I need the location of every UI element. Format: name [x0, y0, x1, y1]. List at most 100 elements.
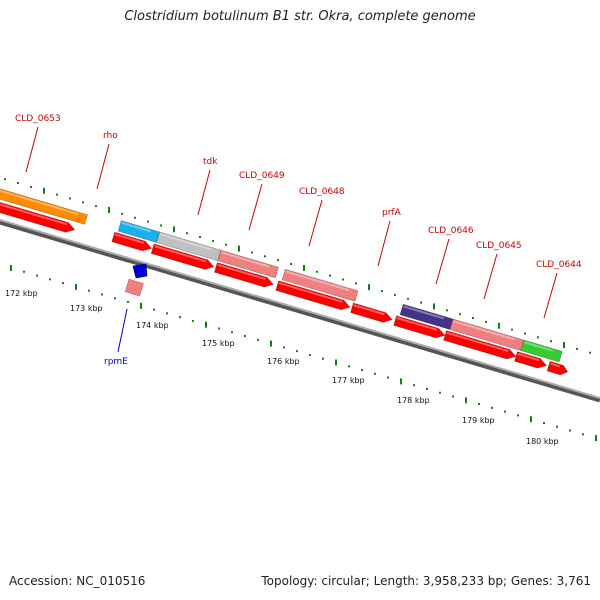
tick-mark — [465, 397, 467, 404]
kbp-label: 173 kbp — [70, 304, 103, 313]
feature-highlight — [524, 341, 554, 352]
tick-mark — [550, 340, 552, 343]
gene-label[interactable]: prfA — [382, 208, 402, 218]
tick-row-lower — [10, 265, 597, 442]
feature-rows — [0, 185, 569, 376]
gene-leader-line — [308, 199, 323, 247]
tick-mark — [485, 320, 487, 323]
rpmE-leader-line — [117, 308, 128, 353]
tick-mark — [439, 391, 441, 394]
tick-mark — [108, 207, 110, 214]
CLD_0644-gene-block[interactable] — [520, 339, 563, 363]
feature-highlight — [154, 245, 207, 263]
gene-leader-line — [96, 143, 110, 190]
tick-mark — [225, 243, 227, 246]
tick-mark — [446, 309, 448, 312]
tick-mark — [459, 313, 461, 316]
tick-mark — [17, 182, 19, 185]
tick-mark — [257, 338, 259, 341]
cds-arrow-edge[interactable] — [546, 360, 569, 376]
feature-track — [0, 185, 569, 376]
gene-label[interactable]: CLD_0648 — [299, 187, 345, 197]
tdk-cds-arrow[interactable] — [111, 231, 153, 253]
tick-mark — [355, 282, 357, 285]
tick-mark — [160, 224, 162, 227]
prfA-cds-arrow-2[interactable] — [350, 302, 394, 325]
feature-highlight — [453, 320, 516, 341]
tick-mark — [452, 395, 454, 398]
feature-highlight — [278, 282, 343, 303]
rpmE-feature[interactable]: rpmE — [104, 263, 148, 367]
tick-mark — [121, 212, 123, 215]
gene-leader-line — [248, 183, 263, 231]
tick-mark — [192, 319, 194, 322]
tick-mark — [381, 290, 383, 293]
feature-highlight — [285, 270, 350, 292]
tick-mark — [511, 328, 513, 331]
tick-mark — [4, 178, 6, 181]
gene-label[interactable]: CLD_0644 — [536, 260, 582, 270]
tick-mark — [498, 322, 500, 329]
tick-mark — [283, 346, 285, 349]
gene-label[interactable]: tdk — [203, 157, 218, 167]
gene-label[interactable]: CLD_0645 — [476, 241, 522, 251]
tick-mark — [134, 216, 136, 219]
rho-cds-arrow[interactable] — [0, 196, 76, 234]
CLD_0648-gene-block[interactable] — [217, 249, 279, 279]
tick-mark — [82, 201, 84, 204]
kbp-label: 175 kbp — [202, 339, 235, 348]
tick-mark — [413, 384, 415, 387]
CLD_0644-cds-arrow[interactable] — [514, 351, 549, 371]
tick-mark — [491, 406, 493, 409]
rpmE-gene-arrow[interactable] — [132, 263, 148, 279]
feature-highlight — [403, 305, 445, 320]
gene-label[interactable]: CLD_0649 — [239, 171, 285, 181]
tick-mark — [23, 270, 25, 273]
gene-label[interactable]: rho — [103, 131, 118, 141]
rho-gene-block[interactable] — [0, 185, 88, 225]
rpmE-cds-block[interactable] — [124, 278, 144, 297]
tick-mark — [563, 342, 565, 349]
tick-mark — [101, 293, 103, 296]
tick-mark — [290, 263, 292, 266]
genome-backbone — [0, 219, 600, 403]
tick-mark — [218, 327, 220, 330]
kbp-label: 174 kbp — [136, 321, 169, 330]
CLD_0649-cds-arrow[interactable] — [150, 243, 215, 272]
prfA-cds-arrow[interactable] — [275, 280, 352, 312]
tick-mark — [69, 197, 71, 200]
tick-mark — [329, 274, 331, 277]
tick-mark — [75, 283, 77, 290]
tick-mark — [303, 264, 305, 271]
genome-summary-text: Topology: circular; Length: 3,958,233 bp… — [261, 574, 591, 588]
tick-mark — [361, 369, 363, 372]
feature-highlight — [353, 304, 385, 316]
tick-mark — [387, 376, 389, 379]
kbp-label: 177 kbp — [332, 376, 365, 385]
kbp-label: 176 kbp — [267, 357, 300, 366]
CLD_0645-cds-arrow[interactable] — [443, 330, 518, 362]
feature-highlight — [517, 352, 540, 362]
tick-mark — [264, 255, 266, 258]
tick-mark — [186, 232, 188, 235]
tick-mark — [205, 321, 207, 328]
tick-mark — [277, 259, 279, 262]
rpmE-label: rpmE — [104, 357, 128, 367]
tick-row-upper — [4, 178, 591, 354]
tick-mark — [335, 359, 337, 366]
prfA-gene-block[interactable] — [281, 268, 359, 302]
gene-label[interactable]: CLD_0653 — [15, 114, 61, 124]
tick-mark — [88, 289, 90, 292]
CLD_0648-cds-arrow[interactable] — [214, 262, 274, 290]
gene-label[interactable]: CLD_0646 — [428, 226, 474, 236]
tick-mark — [472, 317, 474, 320]
feature-highlight — [0, 198, 68, 226]
feature-highlight — [114, 233, 145, 244]
tick-mark — [270, 340, 272, 347]
tick-mark — [517, 414, 519, 417]
feature-highlight — [221, 251, 270, 268]
CLD_0646-cds-arrow[interactable] — [393, 315, 447, 340]
gene-leader-line — [483, 253, 498, 300]
